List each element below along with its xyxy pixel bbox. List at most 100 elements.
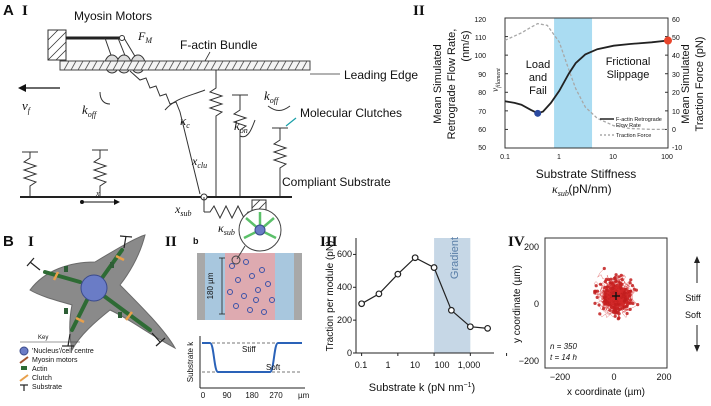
key-substrate-icon xyxy=(20,384,28,391)
b3-x-tick: 100 xyxy=(434,360,449,370)
panel-a-i: A I Myosin Motors FM F-actin Bundle Lead… xyxy=(3,2,418,237)
actin-hatch-mark xyxy=(91,60,98,71)
frictional-slippage-label: Slippage xyxy=(607,69,650,81)
stiff-arrowhead xyxy=(694,256,700,263)
n-annotation: n = 350 xyxy=(550,342,577,351)
cell-marker xyxy=(241,293,247,299)
a2-right-tick: 20 xyxy=(672,90,680,97)
bii-x-tick: 180 xyxy=(245,391,259,400)
ksub-label: κsub xyxy=(218,221,235,237)
track-endpoint xyxy=(616,317,620,321)
track-endpoint xyxy=(622,293,626,297)
actin-hatch-mark xyxy=(140,60,147,71)
key-clutch-icon xyxy=(19,374,29,382)
bii-x-tick: 0 xyxy=(201,391,206,400)
molecular-clutches-label: Molecular Clutches xyxy=(300,106,402,120)
soft-label: Soft xyxy=(266,363,281,372)
track-endpoint xyxy=(597,303,601,307)
track-endpoint xyxy=(629,278,633,282)
actin-hatch-mark xyxy=(231,60,238,71)
track-endpoint xyxy=(628,307,632,311)
a2-ticks xyxy=(505,17,668,149)
clutches-pointer xyxy=(285,117,297,127)
cell-marker xyxy=(261,309,267,315)
track-endpoint xyxy=(612,290,616,294)
magnifier-target xyxy=(231,255,241,265)
soft-direction-label: Soft xyxy=(685,310,702,320)
track-endpoint xyxy=(613,314,617,318)
a2-x-tick: 1 xyxy=(557,154,561,161)
vf-arrowhead xyxy=(18,84,26,92)
actin-hatch-mark xyxy=(119,60,126,71)
cell-markers xyxy=(227,259,275,315)
frictional-slippage-label: Frictional xyxy=(606,56,651,68)
a2-left-tick: 90 xyxy=(478,72,486,79)
track-endpoint xyxy=(611,310,615,314)
actin-hatch-mark xyxy=(259,60,266,71)
traction-point xyxy=(358,300,366,308)
track-endpoint xyxy=(617,275,621,279)
b3-xlabel: Substrate k (pN nm−1) xyxy=(369,382,475,394)
xclu-label: xclu xyxy=(191,154,207,170)
actin-hatch-mark xyxy=(301,60,308,71)
actin-hatch-mark xyxy=(280,60,287,71)
traction-force-line xyxy=(504,22,668,131)
track-endpoint xyxy=(628,294,632,298)
kon-label: kon xyxy=(234,118,248,135)
b3-ylabel: Traction per module (pN) xyxy=(325,241,336,352)
b3-y-tick: 600 xyxy=(337,249,352,259)
a2-right-tick: 10 xyxy=(672,109,680,116)
a2-left-tick: 70 xyxy=(478,109,486,116)
actin-hatch-mark xyxy=(126,60,133,71)
actin-hatch-mark xyxy=(210,60,217,71)
t-annotation: t = 14 h xyxy=(550,353,577,362)
cell-marker xyxy=(253,297,259,303)
small-b-label: b xyxy=(193,236,199,246)
kappa-c-arrow xyxy=(164,89,206,111)
key-nucleus-icon xyxy=(19,346,29,356)
soft-arrowhead xyxy=(694,345,700,352)
actin-hatch-mark xyxy=(245,60,252,71)
a2-xlabel-ksub: κsub xyxy=(552,182,569,198)
panel-label-b: B xyxy=(3,233,14,250)
actin-hatch-mark xyxy=(168,60,175,71)
track-endpoint xyxy=(614,309,618,313)
factin-label: F-actin Bundle xyxy=(180,38,258,52)
cell-marker xyxy=(259,267,265,273)
track-endpoint xyxy=(617,308,621,312)
load-fail-label: and xyxy=(529,72,547,84)
kon-arrow xyxy=(239,119,256,138)
cell-marker xyxy=(247,307,253,313)
a2-x-tick: 100 xyxy=(661,154,673,161)
track-endpoint xyxy=(631,301,635,306)
track-endpoint xyxy=(593,301,597,305)
actin-hatch-mark xyxy=(154,60,161,71)
factin-hatch xyxy=(63,60,308,71)
actin-hatch-mark xyxy=(112,60,119,71)
bii-x-tick: 270 xyxy=(269,391,283,400)
actin-hatch-mark xyxy=(217,60,224,71)
actin-hatch-mark xyxy=(189,60,196,71)
a2-plot-frame xyxy=(504,17,669,149)
traction-line xyxy=(361,256,488,329)
track-endpoint xyxy=(593,291,597,295)
a2-y2label-line: Mean Simulated xyxy=(680,44,692,124)
key-item: Clutch xyxy=(32,375,52,382)
v-filament-label: vfilament xyxy=(490,68,502,92)
load-fail-label: Load xyxy=(526,59,550,71)
cell-marker xyxy=(269,297,275,303)
actin-hatch-mark xyxy=(196,60,203,71)
cell-track xyxy=(598,295,620,311)
a2-ylabel-line: (nm/s) xyxy=(460,30,472,61)
track-endpoint xyxy=(630,284,635,288)
b4-ylabel: y coordinate (µm) xyxy=(512,265,523,343)
track-endpoint xyxy=(625,304,629,308)
a2-xunit: (pN/nm) xyxy=(568,182,611,196)
track-endpoint xyxy=(623,298,628,302)
panel-b-iii: III Gradient 0 200 400 600 0.1 1 10 100 … xyxy=(320,234,508,394)
track-endpoint xyxy=(636,303,640,307)
a2-left-tick: 120 xyxy=(474,17,486,24)
actin-hatch-mark xyxy=(133,60,140,71)
track-endpoint xyxy=(634,288,639,292)
